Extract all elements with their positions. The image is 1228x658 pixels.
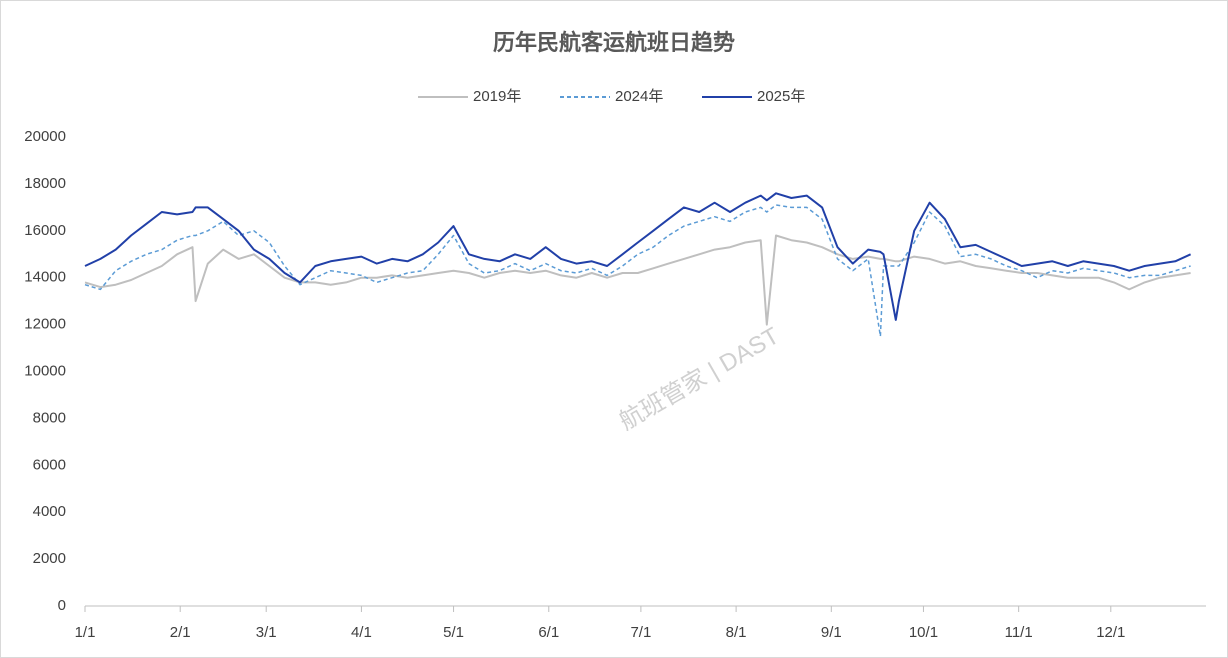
x-tick-label: 4/1 <box>351 624 372 641</box>
y-tick-label: 12000 <box>24 316 66 333</box>
x-tick-label: 5/1 <box>443 624 464 641</box>
x-tick-label: 8/1 <box>726 624 747 641</box>
y-tick-label: 14000 <box>24 269 66 286</box>
y-tick-label: 8000 <box>33 409 66 426</box>
series-line <box>84 204 1191 338</box>
y-tick-label: 4000 <box>33 503 66 520</box>
y-tick-label: 20000 <box>24 128 66 145</box>
x-tick-label: 11/1 <box>1005 624 1033 641</box>
x-tick-label: 3/1 <box>256 624 277 641</box>
y-tick-label: 18000 <box>24 175 66 192</box>
series-line <box>84 234 1191 326</box>
y-tick-label: 6000 <box>33 456 66 473</box>
y-tick-label: 16000 <box>24 222 66 239</box>
chart-title: 历年民航客运航班日趋势 <box>493 30 735 55</box>
y-tick-label: 2000 <box>33 550 66 567</box>
x-tick-label: 10/1 <box>909 624 938 641</box>
x-tick-label: 6/1 <box>538 624 559 641</box>
x-tick-label: 1/1 <box>75 624 96 641</box>
x-tick-label: 12/1 <box>1096 624 1125 641</box>
legend-label: 2025年 <box>757 88 805 105</box>
legend-label: 2024年 <box>615 88 663 105</box>
y-tick-label: 0 <box>58 597 66 614</box>
legend-label: 2019年 <box>473 88 521 105</box>
x-tick-label: 9/1 <box>821 624 842 641</box>
x-tick-label: 7/1 <box>630 624 651 641</box>
series-line <box>84 192 1192 321</box>
y-tick-label: 10000 <box>24 362 66 379</box>
x-tick-label: 2/1 <box>170 624 191 641</box>
